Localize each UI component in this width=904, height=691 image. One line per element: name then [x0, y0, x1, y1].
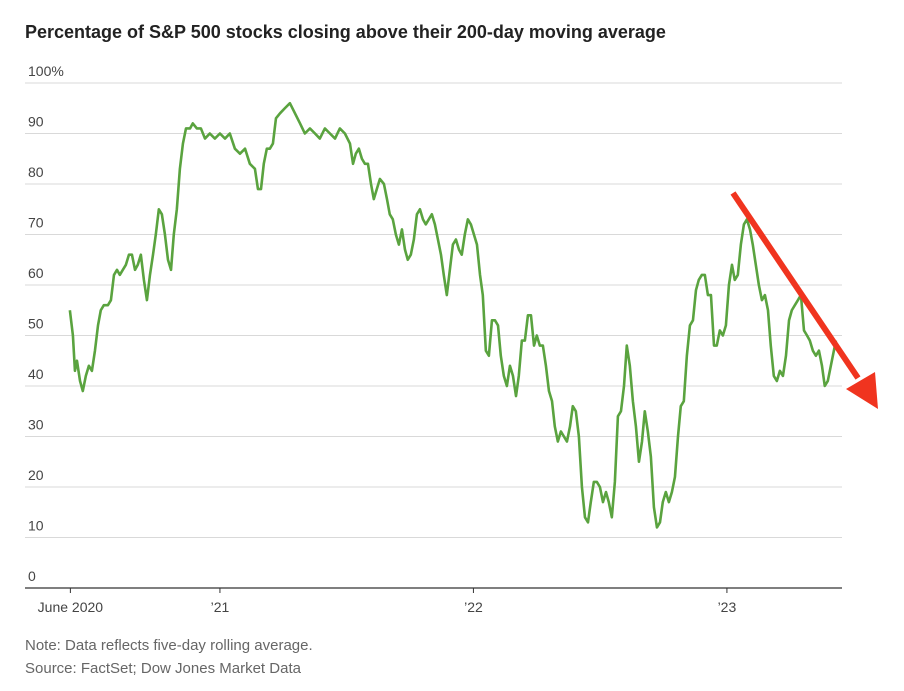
- arrow-head: [846, 372, 878, 409]
- arrow-shaft: [730, 191, 861, 380]
- x-tick-label: ’22: [464, 599, 483, 615]
- y-tick-label: 40: [28, 366, 44, 382]
- y-tick-label: 60: [28, 265, 44, 281]
- plot-area: 0 10 20 30 40 50 60 70 80 90 100% June 2020 ’21 ’22 ’2…: [25, 63, 842, 615]
- source: Source: FactSet; Dow Jones Market Data: [25, 660, 302, 677]
- y-tick-label: 20: [28, 467, 44, 483]
- x-tick-label: ’23: [718, 599, 737, 615]
- chart-title: Percentage of S&P 500 stocks closing abo…: [25, 22, 666, 42]
- y-tick-label: 70: [28, 215, 44, 231]
- y-tick-label: 80: [28, 164, 44, 180]
- x-tick-label: ’21: [211, 599, 230, 615]
- trend-arrow: [730, 191, 878, 409]
- x-tick-label: June 2020: [38, 599, 104, 615]
- y-tick-label: 30: [28, 417, 44, 433]
- y-tick-label: 50: [28, 316, 44, 332]
- y-tick-label: 100%: [28, 63, 64, 79]
- y-tick-label: 0: [28, 568, 36, 584]
- y-tick-label: 10: [28, 518, 44, 534]
- y-tick-label: 90: [28, 114, 44, 130]
- note: Note: Data reflects five-day rolling ave…: [25, 637, 313, 654]
- data-line: [68, 101, 838, 529]
